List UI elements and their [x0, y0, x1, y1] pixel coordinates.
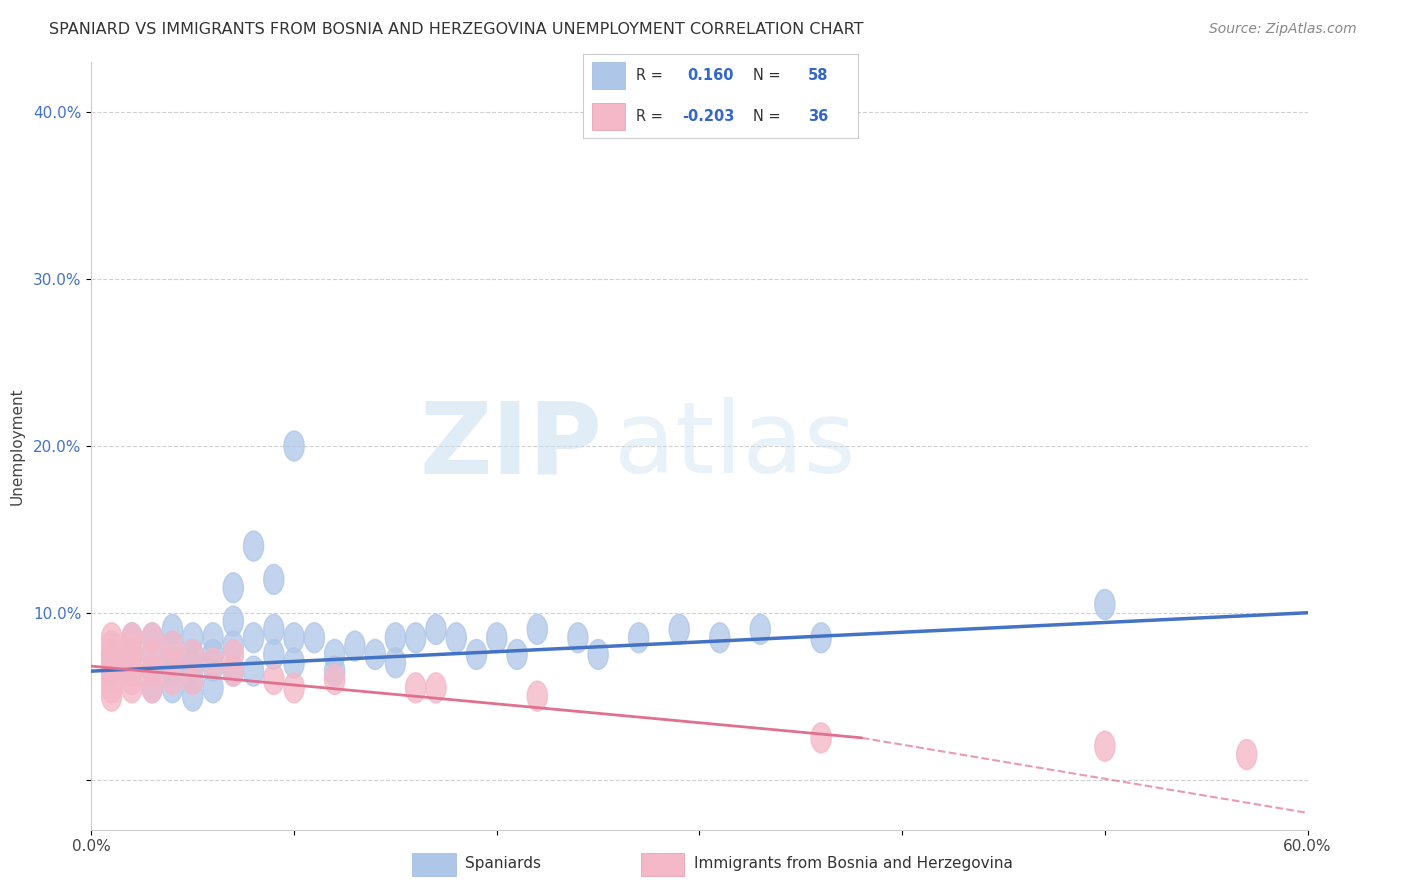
- Text: N =: N =: [754, 109, 782, 124]
- Text: atlas: atlas: [614, 398, 856, 494]
- FancyBboxPatch shape: [592, 103, 624, 130]
- Text: R =: R =: [636, 68, 662, 83]
- Text: Spaniards: Spaniards: [465, 856, 541, 871]
- Text: SPANIARD VS IMMIGRANTS FROM BOSNIA AND HERZEGOVINA UNEMPLOYMENT CORRELATION CHAR: SPANIARD VS IMMIGRANTS FROM BOSNIA AND H…: [49, 22, 863, 37]
- FancyBboxPatch shape: [412, 853, 456, 876]
- Text: N =: N =: [754, 68, 782, 83]
- Text: 0.160: 0.160: [688, 68, 734, 83]
- Text: Source: ZipAtlas.com: Source: ZipAtlas.com: [1209, 22, 1357, 37]
- Text: Immigrants from Bosnia and Herzegovina: Immigrants from Bosnia and Herzegovina: [693, 856, 1012, 871]
- Text: ZIP: ZIP: [419, 398, 602, 494]
- Text: 58: 58: [808, 68, 828, 83]
- Text: -0.203: -0.203: [682, 109, 734, 124]
- FancyBboxPatch shape: [641, 853, 685, 876]
- Text: 36: 36: [808, 109, 828, 124]
- FancyBboxPatch shape: [592, 62, 624, 89]
- Y-axis label: Unemployment: Unemployment: [10, 387, 25, 505]
- Text: R =: R =: [636, 109, 662, 124]
